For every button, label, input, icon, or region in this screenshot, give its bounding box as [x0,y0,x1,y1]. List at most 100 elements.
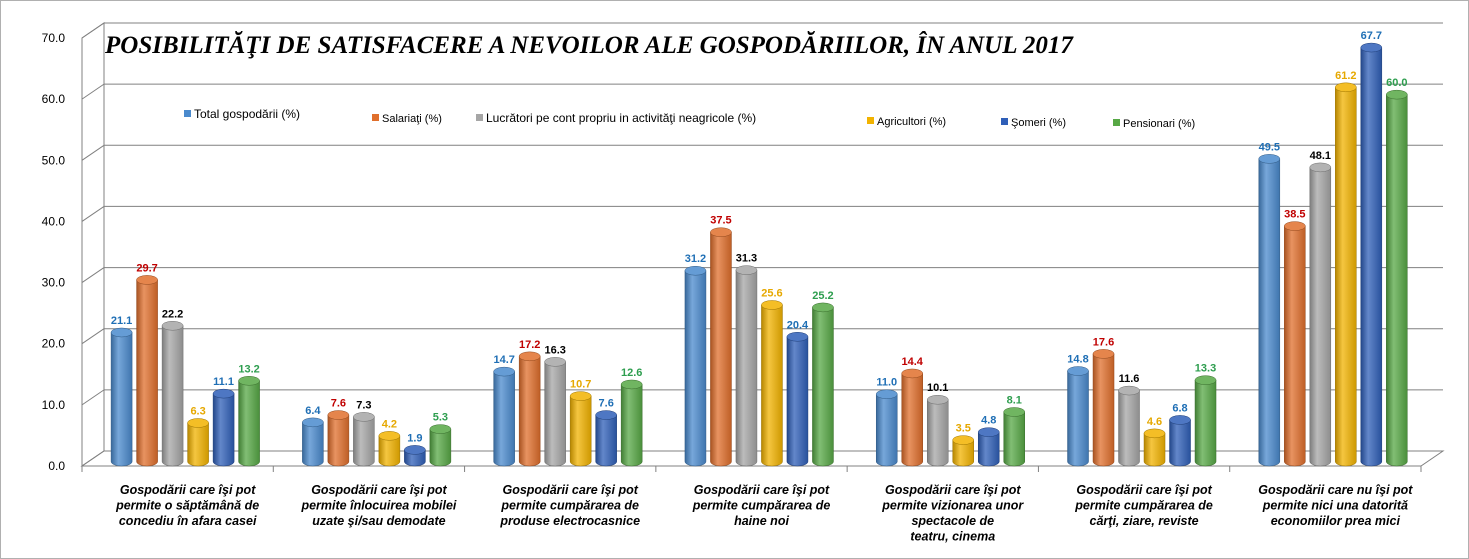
bar-body [327,414,350,467]
bar [1003,407,1025,467]
bar [1194,375,1217,467]
x-tick-label: Gospodării care îşi pot permite înlocuire… [300,483,456,528]
data-label: 21.1 [111,315,132,327]
data-label: 25.6 [761,287,782,299]
bar-body [518,356,541,467]
bar [161,321,184,467]
legend-item: Agricultori (%) [867,116,946,128]
bar [812,302,834,467]
bar-top [926,394,949,405]
data-label: 67.7 [1361,30,1382,42]
bar-body [684,270,707,467]
bar-body [901,373,923,467]
data-label: 4.8 [981,415,996,427]
bar [1335,82,1357,467]
bar-body [212,393,235,467]
bar-body [977,431,1000,467]
bar-body [786,336,809,467]
bar [926,394,949,467]
bar-top [1092,349,1115,359]
gridline-side [81,389,105,406]
bar-top [493,366,515,377]
bar-top [1258,154,1281,164]
y-tick-label: 50.0 [42,153,66,167]
bar-top [952,435,974,445]
bar [786,332,809,467]
bar-top [1143,428,1166,439]
data-label: 13.2 [238,363,259,375]
data-label: 7.6 [599,398,614,410]
data-label: 20.4 [787,319,809,331]
bar [1258,154,1281,467]
bar [493,366,515,467]
bar-body [812,307,834,467]
legend: Total gospodării (%) Salariaţi (%) Lucrăto… [184,107,1195,130]
bar [136,275,158,467]
legend-item: Şomeri (%) [1001,117,1066,129]
bar-top [238,376,260,386]
data-label: 29.7 [136,262,157,274]
bar-body [761,304,783,467]
bar-body [1118,390,1140,467]
bar-body [302,422,324,467]
bar [187,418,209,467]
data-label: 8.1 [1007,394,1022,406]
bar-top [302,417,324,428]
bar-body [1092,353,1115,467]
bar [110,327,133,467]
bar-top [977,427,1000,437]
legend-swatch [184,110,191,117]
bar-body [353,416,375,467]
data-label: 5.3 [433,412,448,424]
bar [569,391,592,467]
bar [353,412,375,467]
x-tick-label: Gospodării care îşi pot permite cumpărare… [1074,483,1213,528]
bar [684,265,707,467]
bar [710,227,732,467]
bar-top [735,265,758,275]
bar [1169,415,1191,467]
bar [977,427,1000,467]
bar-body [1360,47,1383,467]
bar [595,410,617,467]
bar-body [875,393,898,467]
bar-body [1284,225,1306,467]
bar-top [620,379,643,390]
bar-top [353,412,375,422]
data-label: 48.1 [1310,150,1331,162]
data-label: 1.9 [407,432,422,444]
bar [544,357,566,467]
bar-body [1309,167,1332,467]
legend-label: Pensionari (%) [1123,118,1195,130]
bar-top [161,321,184,331]
bar-top [518,351,541,362]
bar [1309,162,1332,467]
legend-item: Lucrători pe cont propriu in activităţi … [476,111,756,125]
bar [1067,366,1089,467]
bar-top [1335,82,1357,93]
gridline-side [81,450,105,467]
data-label: 4.2 [382,418,397,430]
value-labels-layer: 21.1 29.7 22.2 6.3 11.1 13.2 Gospodării care î… [111,30,1413,543]
bar-top [378,431,401,441]
bar [1143,428,1166,467]
bar-body [1003,411,1025,467]
bar-top [1386,89,1408,100]
bar [378,431,401,467]
bar-top [1284,221,1306,231]
bar [761,300,783,467]
bar [302,417,324,467]
x-tick-label: Gospodării care nu îşi pot permite nici u… [1258,483,1413,528]
bar [875,389,898,467]
bar-body [710,231,732,467]
bar-top [1309,162,1332,173]
y-tick-label: 60.0 [42,92,66,106]
data-label: 60.0 [1386,77,1407,89]
data-label: 11.0 [876,377,897,389]
data-label: 12.6 [621,367,642,379]
bar-top [595,410,617,420]
bar [212,388,235,467]
bar-top [1360,42,1383,53]
bar-top [1194,375,1217,385]
